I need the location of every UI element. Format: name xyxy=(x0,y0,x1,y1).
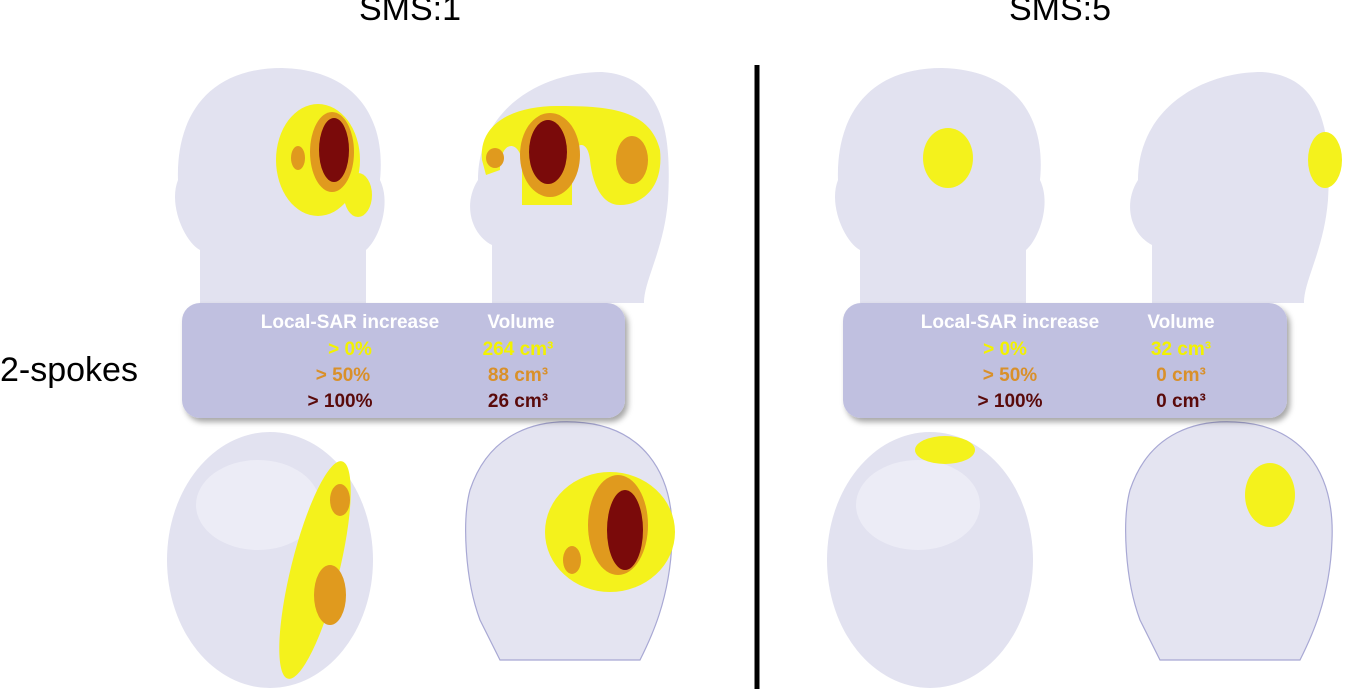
table-cell: 0 cm³ xyxy=(1156,365,1206,386)
table-header: Volume xyxy=(487,312,554,333)
table-cell: > 0% xyxy=(328,339,372,360)
row-label: 2-spokes xyxy=(0,351,138,389)
table-cell: > 50% xyxy=(316,365,371,386)
table-box xyxy=(843,303,1287,418)
table-cell: 0 cm³ xyxy=(1156,391,1206,412)
table-cell: > 100% xyxy=(308,391,373,412)
table-cell: 264 cm³ xyxy=(483,339,554,360)
table-cell: > 100% xyxy=(978,391,1043,412)
table-box xyxy=(182,303,625,418)
sar-table: Local-SAR increase Volume > 0% 32 cm³ > … xyxy=(843,303,1287,418)
table-header: Local-SAR increase xyxy=(261,312,439,333)
table-cell: > 0% xyxy=(983,339,1027,360)
table-cell: > 50% xyxy=(983,365,1038,386)
table-cell: 88 cm³ xyxy=(488,365,548,386)
panel-title: SMS:5 xyxy=(1009,0,1111,28)
panel-title: SMS:1 xyxy=(359,0,461,28)
sar-table: Local-SAR increase Volume > 0% 264 cm³ >… xyxy=(182,303,625,418)
table-cell: 32 cm³ xyxy=(1151,339,1211,360)
table-cell: 26 cm³ xyxy=(488,391,548,412)
table-header: Volume xyxy=(1147,312,1214,333)
sar-hotspots xyxy=(276,104,1342,679)
table-header: Local-SAR increase xyxy=(921,312,1099,333)
